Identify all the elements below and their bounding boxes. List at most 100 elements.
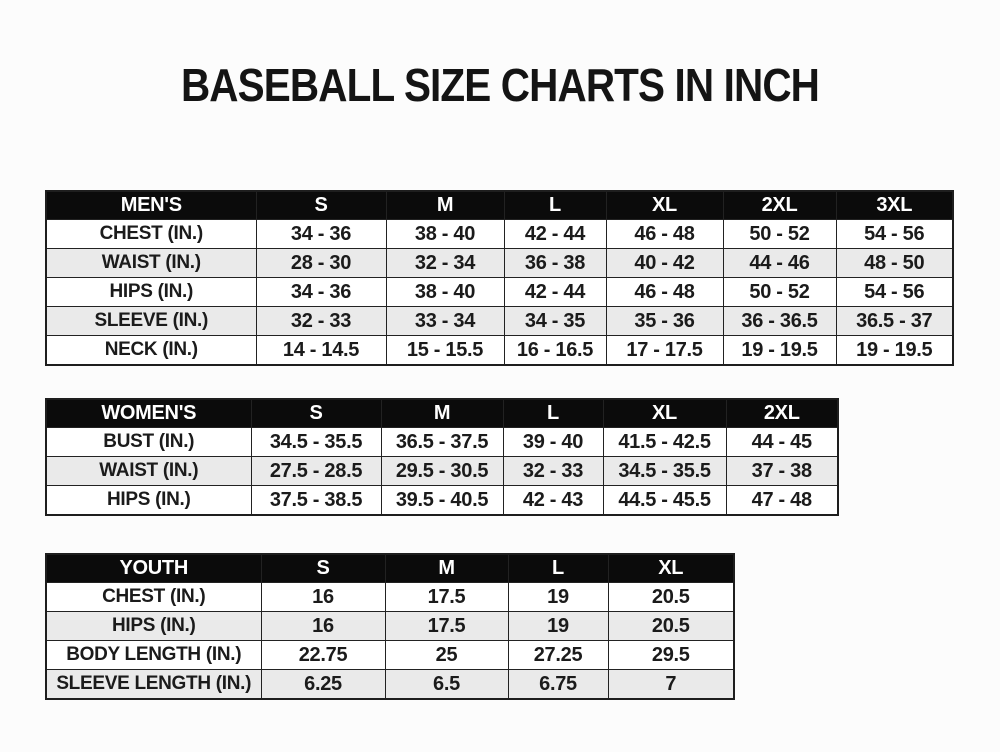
table-row: BUST (IN.) 34.5 - 35.5 36.5 - 37.5 39 - 40 4… [45,427,839,457]
size-value-cell: 27.25 [507,640,609,670]
table-row: CHEST (IN.) 16 17.5 19 20.5 [45,582,735,612]
table-title-cell: YOUTH [45,553,262,583]
measurement-label-cell: SLEEVE (IN.) [45,306,257,336]
size-column-header: 2XL [722,190,837,220]
size-value-cell: 36.5 - 37 [835,306,954,336]
size-column-header: S [255,190,387,220]
size-value-cell: 20.5 [607,582,735,612]
size-value-cell: 29.5 [607,640,735,670]
size-value-cell: 38 - 40 [385,277,505,307]
measurement-label-cell: BODY LENGTH (IN.) [45,640,262,670]
table-title-cell: WOMEN'S [45,398,252,428]
size-value-cell: 29.5 - 30.5 [380,456,504,486]
size-value-cell: 28 - 30 [255,248,387,278]
size-value-cell: 39 - 40 [502,427,604,457]
table-header-row: WOMEN'S S M L XL 2XL [45,398,839,428]
size-column-header: M [384,553,509,583]
size-value-cell: 50 - 52 [722,219,837,249]
measurement-label-cell: WAIST (IN.) [45,248,257,278]
mens-size-table: MEN'S S M L XL 2XL 3XL CHEST (IN.) 34 - 36 38 - … [45,190,954,366]
size-value-cell: 40 - 42 [605,248,724,278]
size-value-cell: 44 - 45 [725,427,839,457]
measurement-label-cell: SLEEVE LENGTH (IN.) [45,669,262,700]
size-column-header: 2XL [725,398,839,428]
measurement-label-cell: BUST (IN.) [45,427,252,457]
size-value-cell: 25 [384,640,509,670]
size-value-cell: 15 - 15.5 [385,335,505,366]
table-row: HIPS (IN.) 37.5 - 38.5 39.5 - 40.5 42 - 43 4… [45,485,839,516]
size-value-cell: 48 - 50 [835,248,954,278]
size-value-cell: 39.5 - 40.5 [380,485,504,516]
measurement-label-cell: HIPS (IN.) [45,485,252,516]
size-value-cell: 42 - 44 [503,219,607,249]
size-column-header: M [385,190,505,220]
size-column-header: M [380,398,504,428]
size-value-cell: 32 - 34 [385,248,505,278]
size-value-cell: 34.5 - 35.5 [250,427,382,457]
size-value-cell: 37.5 - 38.5 [250,485,382,516]
size-value-cell: 19 - 19.5 [835,335,954,366]
size-value-cell: 34.5 - 35.5 [602,456,727,486]
size-value-cell: 32 - 33 [502,456,604,486]
size-value-cell: 34 - 36 [255,219,387,249]
table-row: SLEEVE LENGTH (IN.) 6.25 6.5 6.75 7 [45,669,735,700]
size-column-header: S [250,398,382,428]
size-value-cell: 54 - 56 [835,277,954,307]
size-value-cell: 33 - 34 [385,306,505,336]
size-column-header: 3XL [835,190,954,220]
size-column-header: L [502,398,604,428]
measurement-label-cell: CHEST (IN.) [45,219,257,249]
size-value-cell: 22.75 [260,640,386,670]
size-value-cell: 38 - 40 [385,219,505,249]
table-title-cell: MEN'S [45,190,257,220]
size-value-cell: 16 - 16.5 [503,335,607,366]
size-value-cell: 36 - 38 [503,248,607,278]
size-value-cell: 34 - 36 [255,277,387,307]
measurement-label-cell: NECK (IN.) [45,335,257,366]
table-row: HIPS (IN.) 34 - 36 38 - 40 42 - 44 46 - 48 50… [45,277,954,307]
size-value-cell: 47 - 48 [725,485,839,516]
size-value-cell: 14 - 14.5 [255,335,387,366]
size-value-cell: 44 - 46 [722,248,837,278]
size-column-header: XL [602,398,727,428]
size-value-cell: 42 - 43 [502,485,604,516]
size-column-header: L [503,190,607,220]
size-value-cell: 41.5 - 42.5 [602,427,727,457]
size-value-cell: 17.5 [384,611,509,641]
size-value-cell: 17.5 [384,582,509,612]
size-value-cell: 42 - 44 [503,277,607,307]
size-column-header: S [260,553,386,583]
table-row: WAIST (IN.) 28 - 30 32 - 34 36 - 38 40 - 42 4… [45,248,954,278]
table-row: CHEST (IN.) 34 - 36 38 - 40 42 - 44 46 - 48 5… [45,219,954,249]
page-title: BASEBALL SIZE CHARTS IN INCH [180,59,820,111]
table-row: BODY LENGTH (IN.) 22.75 25 27.25 29.5 [45,640,735,670]
size-value-cell: 34 - 35 [503,306,607,336]
size-value-cell: 16 [260,611,386,641]
size-value-cell: 36 - 36.5 [722,306,837,336]
size-value-cell: 27.5 - 28.5 [250,456,382,486]
size-column-header: XL [607,553,735,583]
size-value-cell: 46 - 48 [605,219,724,249]
size-value-cell: 44.5 - 45.5 [602,485,727,516]
measurement-label-cell: CHEST (IN.) [45,582,262,612]
table-row: WAIST (IN.) 27.5 - 28.5 29.5 - 30.5 32 - 33… [45,456,839,486]
youth-size-table: YOUTH S M L XL CHEST (IN.) 16 17.5 19 20.5 HIPS (… [45,553,735,700]
size-value-cell: 6.25 [260,669,386,700]
table-header-row: YOUTH S M L XL [45,553,735,583]
table-header-row: MEN'S S M L XL 2XL 3XL [45,190,954,220]
measurement-label-cell: HIPS (IN.) [45,611,262,641]
measurement-label-cell: WAIST (IN.) [45,456,252,486]
size-value-cell: 19 [507,582,609,612]
table-row: SLEEVE (IN.) 32 - 33 33 - 34 34 - 35 35 - 36… [45,306,954,336]
size-value-cell: 35 - 36 [605,306,724,336]
size-value-cell: 16 [260,582,386,612]
size-value-cell: 6.75 [507,669,609,700]
table-row: NECK (IN.) 14 - 14.5 15 - 15.5 16 - 16.5 17 … [45,335,954,366]
womens-size-table: WOMEN'S S M L XL 2XL BUST (IN.) 34.5 - 35.5 36.… [45,398,839,516]
table-row: HIPS (IN.) 16 17.5 19 20.5 [45,611,735,641]
size-value-cell: 6.5 [384,669,509,700]
size-value-cell: 20.5 [607,611,735,641]
measurement-label-cell: HIPS (IN.) [45,277,257,307]
size-value-cell: 37 - 38 [725,456,839,486]
size-value-cell: 17 - 17.5 [605,335,724,366]
